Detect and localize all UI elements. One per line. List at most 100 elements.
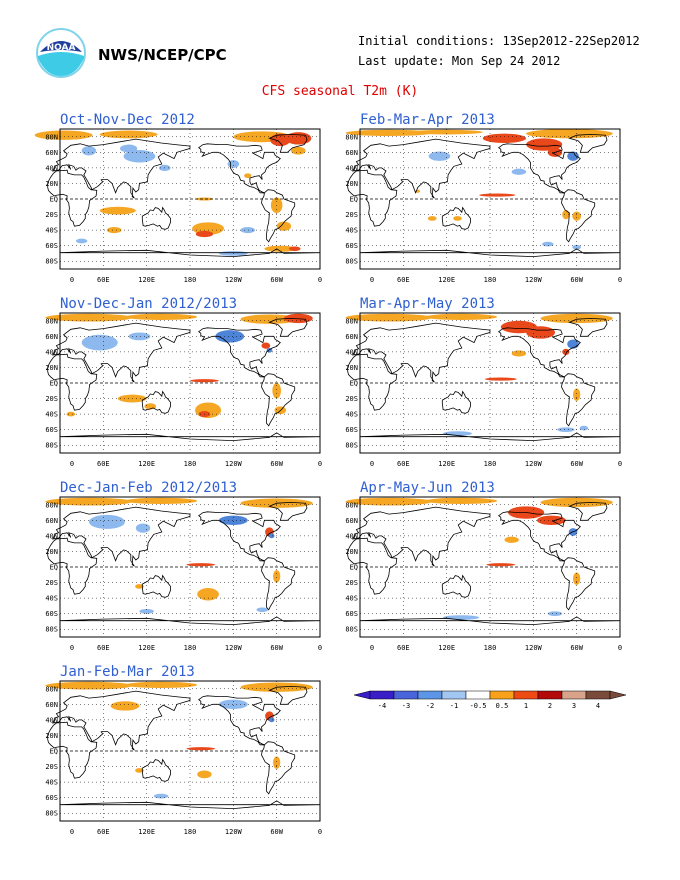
lon-label: 60W — [270, 828, 283, 836]
lon-label: 0 — [618, 644, 622, 652]
lat-label: 60N — [345, 517, 358, 525]
map-panel-mar-apr-may: 80N 60N 40N 20N EQ 20S 40S 60S 80S 0 60E 120E 180 120… — [345, 312, 622, 468]
colorbar-max-arrow — [609, 690, 627, 700]
lon-label: 120E — [138, 276, 155, 284]
lon-label: 60E — [397, 460, 410, 468]
lon-label: 120W — [225, 644, 243, 652]
coastlines — [47, 685, 321, 810]
lat-label: 80S — [45, 626, 58, 634]
lat-label: 20S — [345, 395, 358, 403]
lon-label: 0 — [318, 828, 322, 836]
lon-label: 60W — [270, 460, 283, 468]
lat-label: 60S — [345, 242, 358, 250]
lat-label: 80S — [45, 810, 58, 818]
lat-label: 60S — [45, 426, 58, 434]
lat-label: 80N — [45, 133, 58, 141]
panel-title-2: Feb-Mar-Apr 2013 — [360, 112, 495, 128]
map-panel-feb-mar-apr: 80N 60N 40N 20N EQ 20S 40S 60S 80S 0 60E 120E 180 120… — [345, 128, 622, 284]
lat-label: 40S — [345, 227, 358, 235]
lon-label: 120E — [138, 460, 155, 468]
colorbar-label: 2 — [548, 702, 552, 710]
lon-label: 120W — [525, 460, 543, 468]
lat-label: 40S — [45, 595, 58, 603]
lon-label: 120E — [138, 644, 155, 652]
lat-label: 80S — [45, 258, 58, 266]
lat-label: 60S — [345, 426, 358, 434]
coastlines — [47, 501, 321, 626]
map-panel-apr-may-jun: 80N 60N 40N 20N EQ 20S 40S 60S 80S 0 60E 120E 180 120… — [345, 496, 622, 652]
lon-label: 0 — [318, 276, 322, 284]
lat-label: 80N — [45, 685, 58, 693]
colorbar-label: -2 — [426, 702, 434, 710]
lon-label: 0 — [70, 460, 74, 468]
lon-label: 180 — [184, 276, 197, 284]
lon-label: 180 — [484, 460, 497, 468]
lat-label: 20N — [45, 732, 58, 740]
lat-label: 80S — [345, 442, 358, 450]
lat-label: 80N — [345, 133, 358, 141]
colorbar-swatch — [417, 690, 443, 700]
colorbar-swatch — [561, 690, 587, 700]
lat-label: EQ — [350, 380, 358, 388]
map-panel-jan-feb-mar: 80N 60N 40N 20N EQ 20S 40S 60S 80S 0 60E 120E 180 120… — [45, 680, 322, 836]
colorbar: -4 -3 -2 -1 -0.5 0.5 1 2 3 4 — [353, 690, 627, 710]
lon-label: 0 — [318, 644, 322, 652]
coastlines — [347, 317, 621, 442]
lat-label: 40N — [45, 348, 58, 356]
lon-label: 120W — [225, 828, 243, 836]
lon-label: 120W — [225, 460, 243, 468]
lat-label: 20N — [345, 364, 358, 372]
initial-conditions: Initial conditions: 13Sep2012-22Sep2012 — [358, 34, 640, 48]
lon-label: 60E — [397, 276, 410, 284]
lat-label: EQ — [50, 748, 58, 756]
colorbar-swatch — [465, 690, 491, 700]
lon-label: 120W — [525, 276, 543, 284]
lat-label: 40S — [45, 779, 58, 787]
colorbar-swatch — [489, 690, 515, 700]
lat-label: 60S — [45, 242, 58, 250]
lat-label: 20S — [45, 763, 58, 771]
lat-label: 80N — [45, 501, 58, 509]
lat-label: 40N — [345, 164, 358, 172]
lat-label: 60N — [45, 517, 58, 525]
colorbar-label: 3 — [572, 702, 576, 710]
lon-label: 120E — [438, 644, 455, 652]
lon-label: 0 — [370, 276, 374, 284]
lon-label: 60E — [97, 644, 110, 652]
anomaly-shading — [345, 129, 613, 250]
lat-label: 20N — [345, 180, 358, 188]
lon-label: 0 — [618, 276, 622, 284]
panel-title-7: Jan-Feb-Mar 2013 — [60, 664, 195, 680]
lon-label: 60E — [97, 828, 110, 836]
lon-label: 0 — [70, 276, 74, 284]
colorbar-label: -0.5 — [470, 702, 487, 710]
lat-label: EQ — [350, 564, 358, 572]
colorbar-swatch — [513, 690, 539, 700]
anomaly-shading — [45, 497, 313, 614]
lon-label: 60E — [97, 460, 110, 468]
lat-label: 40N — [345, 348, 358, 356]
lat-label: 60N — [45, 333, 58, 341]
lat-label: 20N — [45, 548, 58, 556]
lat-label: 20N — [45, 364, 58, 372]
noaa-logo: NOAA — [36, 28, 86, 78]
lon-label: 60W — [270, 644, 283, 652]
panel-title-4: Mar-Apr-May 2013 — [360, 296, 495, 312]
lat-label: 40N — [45, 164, 58, 172]
lon-label: 180 — [184, 460, 197, 468]
colorbar-label: 1 — [524, 702, 528, 710]
lat-label: 80S — [45, 442, 58, 450]
lat-label: 40S — [345, 411, 358, 419]
lon-label: 60W — [570, 644, 583, 652]
lat-label: 20S — [45, 579, 58, 587]
lat-label: 60N — [345, 149, 358, 157]
lat-label: 40N — [45, 532, 58, 540]
panel-title-6: Apr-May-Jun 2013 — [360, 480, 495, 496]
lat-label: 20S — [345, 211, 358, 219]
lon-label: 60E — [97, 276, 110, 284]
lat-label: 60N — [345, 333, 358, 341]
lat-label: 40S — [45, 227, 58, 235]
lat-label: 80S — [345, 626, 358, 634]
colorbar-swatch — [393, 690, 419, 700]
anomaly-shading — [45, 313, 313, 418]
